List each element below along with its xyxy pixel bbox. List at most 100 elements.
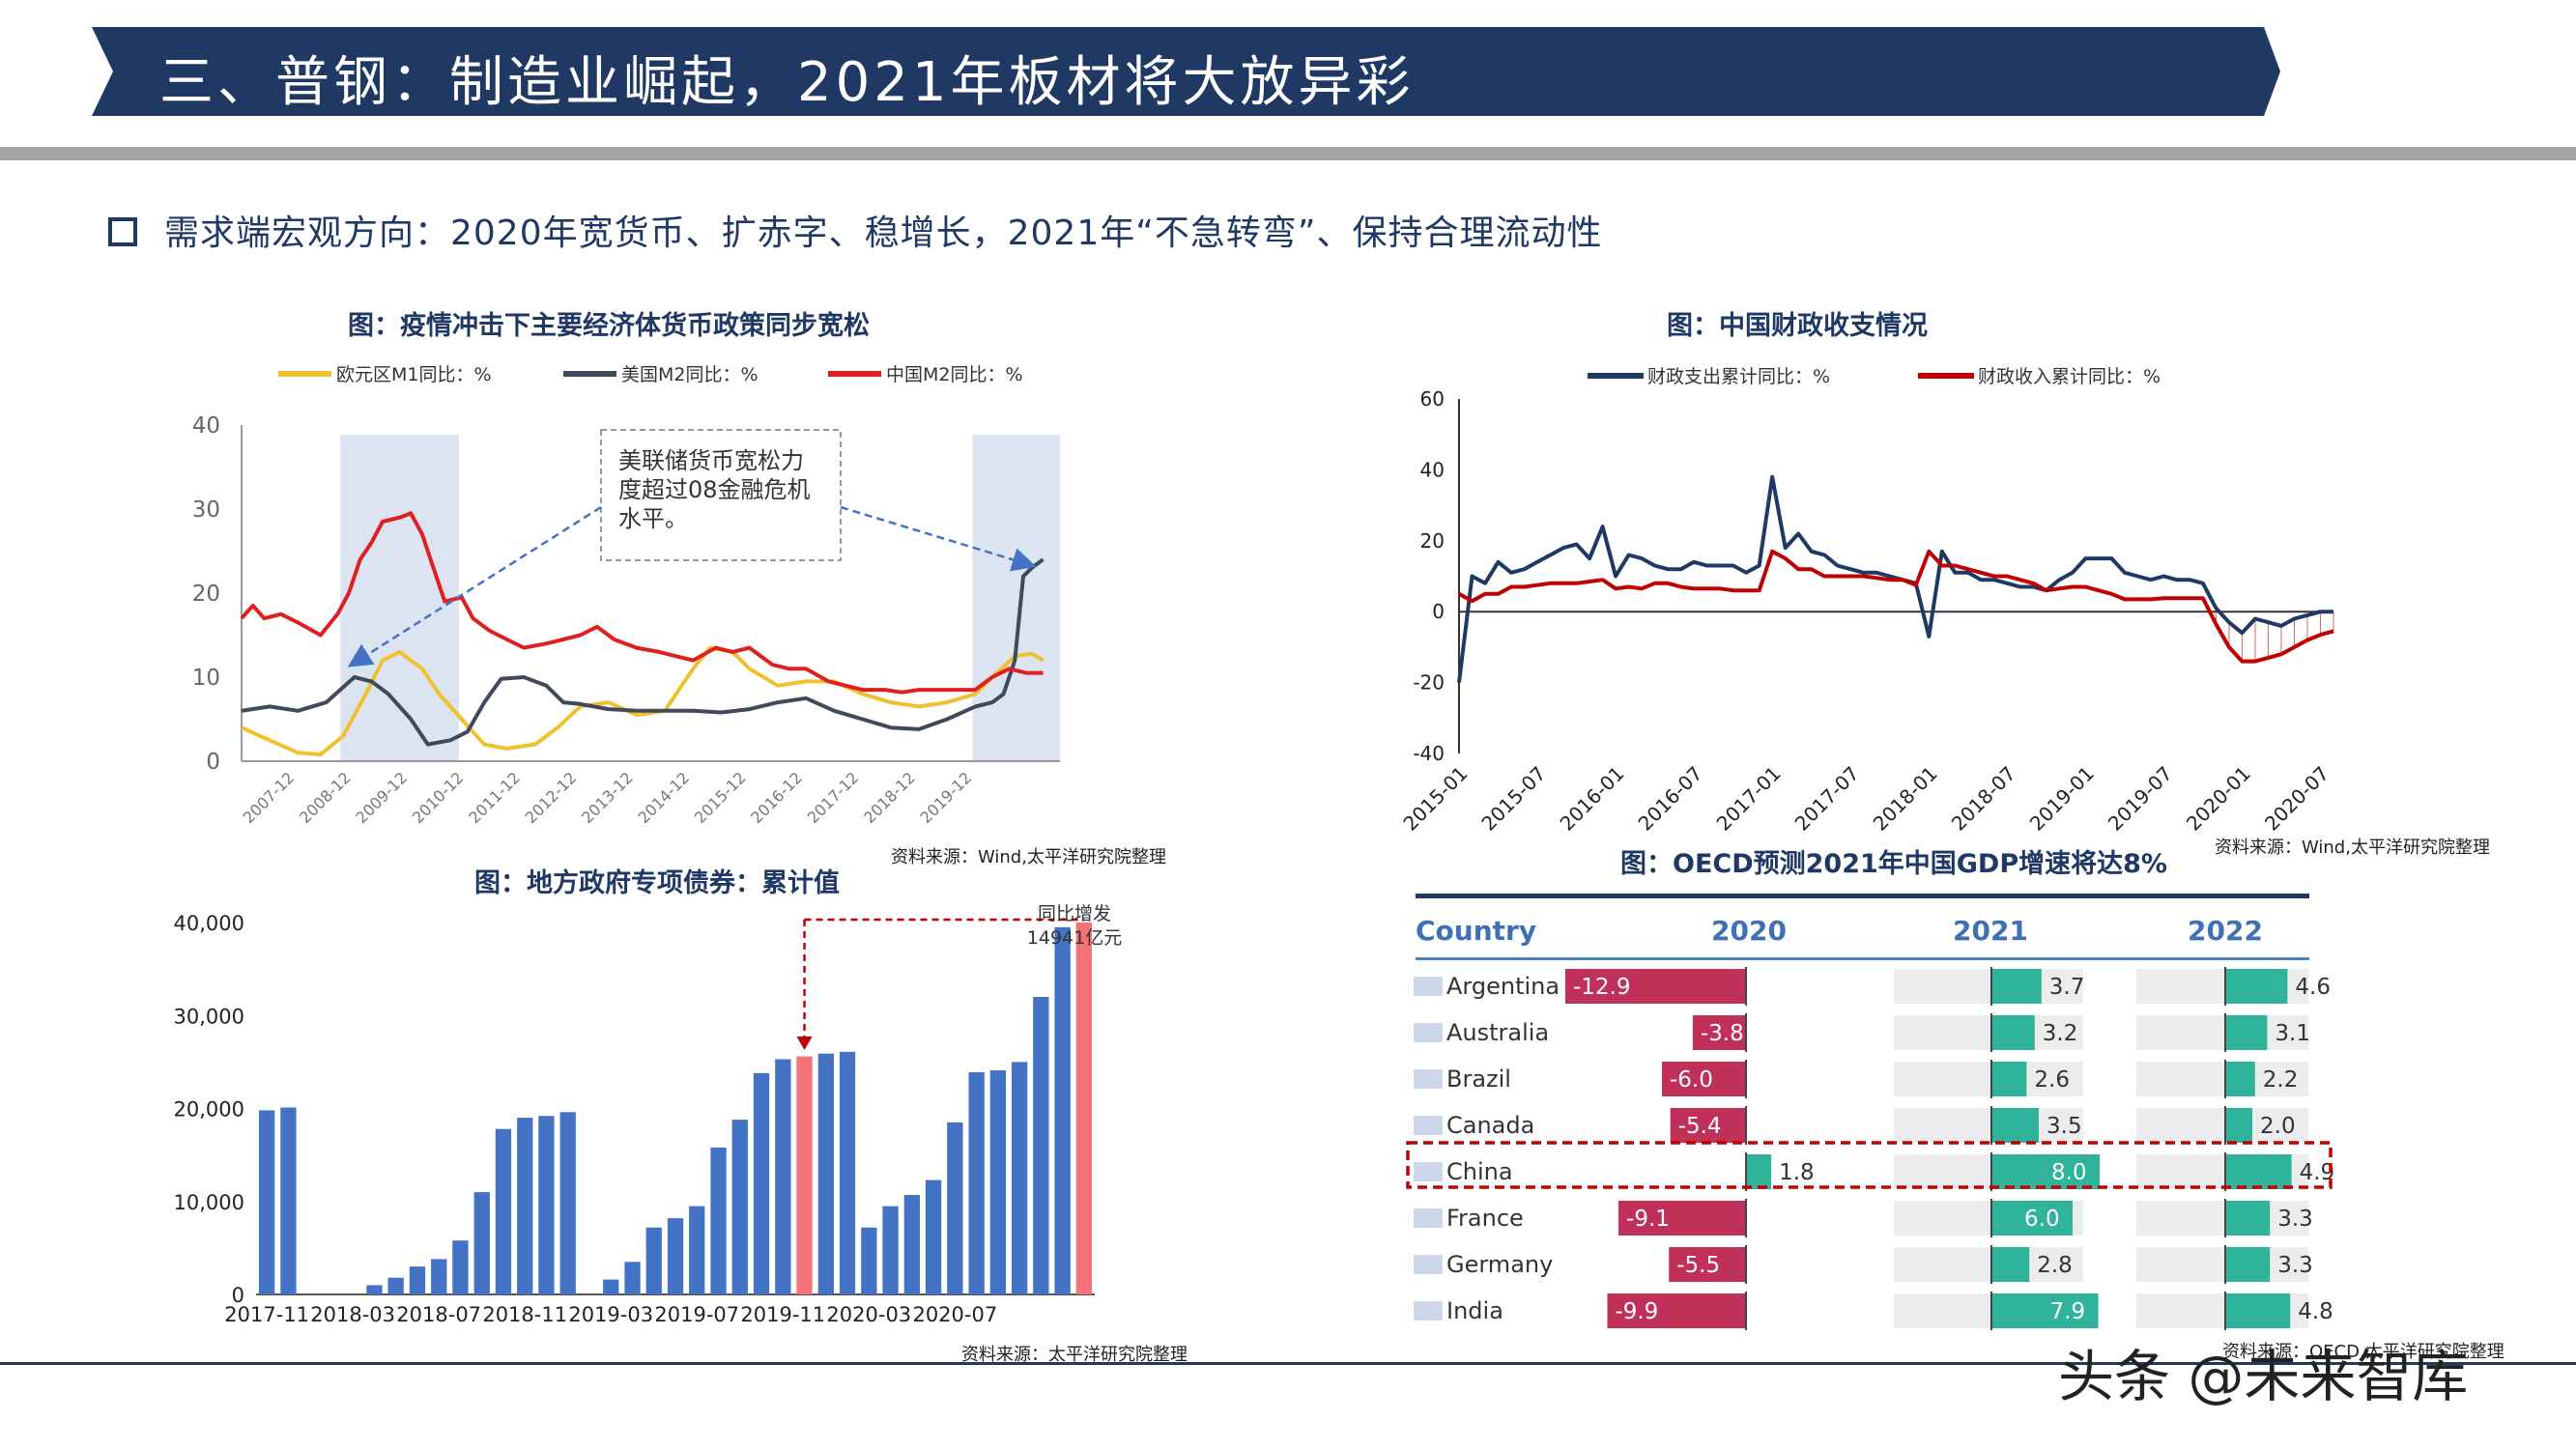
annotation-box xyxy=(600,429,842,561)
x-tick-label: 2019-12 xyxy=(917,768,976,827)
annotation-line: 美联储货币宽松力 xyxy=(618,447,804,474)
bar-2022 xyxy=(2225,1247,2271,1282)
bar xyxy=(473,1192,490,1294)
x-tick-label: 2017-01 xyxy=(1712,762,1786,836)
bar-2021 xyxy=(1991,1201,2073,1236)
x-tick-label: 2016-12 xyxy=(747,768,806,827)
header-divider xyxy=(0,147,2576,160)
bar-2020 xyxy=(1618,1201,1746,1236)
cell-bg xyxy=(1894,1247,2083,1282)
bar xyxy=(968,1072,985,1294)
country-name: Germany xyxy=(1446,1251,1553,1278)
country-name: France xyxy=(1446,1205,1524,1232)
legend-label-1: 财政收入累计同比：% xyxy=(1978,366,2161,387)
country-name: Brazil xyxy=(1446,1065,1511,1093)
bar-2021 xyxy=(1991,969,2042,1004)
x-tick-label: 2019-11 xyxy=(740,1303,825,1326)
column-header: 2021 xyxy=(1953,915,2028,947)
bar-2020 xyxy=(1669,1247,1746,1282)
bar xyxy=(947,1122,963,1294)
bar xyxy=(731,1120,748,1294)
x-tick-label: 2019-07 xyxy=(2104,762,2177,836)
table-top-rule xyxy=(1416,894,2309,898)
value-2020: -5.4 xyxy=(1678,1114,1722,1139)
x-tick-label: 2015-07 xyxy=(1477,762,1551,836)
value-2020: -3.8 xyxy=(1701,1021,1744,1046)
value-2021: 6.0 xyxy=(2024,1207,2060,1232)
series-line-1 xyxy=(1458,549,2334,664)
series-line-2 xyxy=(240,511,1044,695)
bar xyxy=(667,1218,684,1294)
chart4-source: 资料来源：OECD,太平洋研究院整理 xyxy=(2222,1342,2504,1362)
footer-divider xyxy=(0,1362,2576,1365)
x-tick-label: 2012-12 xyxy=(522,768,581,827)
bar xyxy=(689,1206,705,1294)
x-tick-label: 2007-12 xyxy=(240,768,299,827)
value-2022: 2.2 xyxy=(2263,1067,2299,1093)
flag-icon xyxy=(1414,977,1443,996)
x-tick-label: 2018-03 xyxy=(310,1303,395,1326)
x-tick-label: 2018-07 xyxy=(396,1303,481,1326)
chart4-title: 图：OECD预测2021年中国GDP增速将达8% xyxy=(1620,849,2167,879)
chart2-title: 图：中国财政收支情况 xyxy=(1667,311,1928,341)
series-line-0 xyxy=(241,645,1045,756)
value-2021: 2.8 xyxy=(2037,1253,2073,1278)
bar-2020 xyxy=(1662,1062,1746,1096)
bar xyxy=(259,1110,275,1294)
country-name: China xyxy=(1446,1158,1513,1185)
series-line-1 xyxy=(241,557,1045,747)
bar xyxy=(796,1056,813,1294)
bar xyxy=(645,1227,662,1294)
bar-2021 xyxy=(1991,1247,2030,1282)
bar-2020 xyxy=(1564,969,1746,1004)
chart3-source: 资料来源：太平洋研究院整理 xyxy=(961,1345,1188,1365)
y-tick-label: 40,000 xyxy=(174,912,244,935)
bar xyxy=(409,1266,426,1294)
y-tick-label: 20 xyxy=(1420,529,1445,553)
chart1-source: 资料来源：Wind,太平洋研究院整理 xyxy=(891,847,1166,867)
bar xyxy=(559,1112,576,1294)
money-supply-chart: 0102030402007-122008-122009-122010-12201… xyxy=(192,364,1060,827)
chart2-source: 资料来源：Wind,太平洋研究院整理 xyxy=(2215,838,2490,858)
x-tick-label: 2018-07 xyxy=(1947,762,2020,836)
bar-2022 xyxy=(2225,1201,2271,1236)
x-tick-label: 2016-01 xyxy=(1556,762,1629,836)
y-tick-label: 0 xyxy=(206,750,220,775)
y-tick-label: 30,000 xyxy=(174,1005,244,1028)
x-tick-label: 2019-03 xyxy=(568,1303,653,1326)
bar-2022 xyxy=(2225,969,2288,1004)
x-tick-label: 2009-12 xyxy=(352,768,411,827)
y-tick-label: 30 xyxy=(192,497,220,523)
chart3-title: 图：地方政府专项债券：累计值 xyxy=(474,868,840,898)
value-2022: 4.8 xyxy=(2298,1299,2333,1324)
value-2020: -9.1 xyxy=(1626,1207,1670,1232)
y-tick-label: 60 xyxy=(1420,387,1445,411)
y-tick-label: 20,000 xyxy=(174,1098,244,1122)
x-tick-label: 2017-11 xyxy=(224,1303,309,1326)
bar-annotation: 同比增发 xyxy=(1038,903,1111,924)
bar xyxy=(989,1070,1006,1294)
gdp-forecast-table: Country 2020 2021 2022 Argentina -12.9 3.7 4.6 A… xyxy=(1406,894,2334,1330)
legend-label-0: 欧元区M1同比：% xyxy=(336,364,492,385)
page-title: 三、普钢：制造业崛起，2021年板材将大放异彩 xyxy=(159,51,1415,114)
bar xyxy=(817,1053,834,1294)
diff-arrow-icon xyxy=(796,1036,813,1050)
bar-2022 xyxy=(2225,1062,2255,1096)
bar xyxy=(1012,1062,1028,1294)
bar-2022 xyxy=(2225,1293,2291,1328)
column-header: 2020 xyxy=(1711,915,1787,947)
y-tick-label: 40 xyxy=(192,413,220,439)
bar-2021 xyxy=(1991,1154,2100,1189)
bar xyxy=(538,1116,555,1294)
flag-icon xyxy=(1414,1069,1443,1089)
bar xyxy=(366,1285,383,1294)
x-tick-label: 2010-12 xyxy=(409,768,468,827)
bar-2021 xyxy=(1991,1015,2035,1050)
watermark: 头条 @未来智库 xyxy=(2058,1344,2469,1409)
value-2022: 4.6 xyxy=(2295,975,2331,1000)
value-2022: 3.1 xyxy=(2275,1021,2310,1046)
chart1-title: 图：疫情冲击下主要经济体货币政策同步宽松 xyxy=(348,311,870,341)
y-tick-label: -20 xyxy=(1413,671,1445,695)
value-2020: -5.5 xyxy=(1676,1253,1720,1278)
